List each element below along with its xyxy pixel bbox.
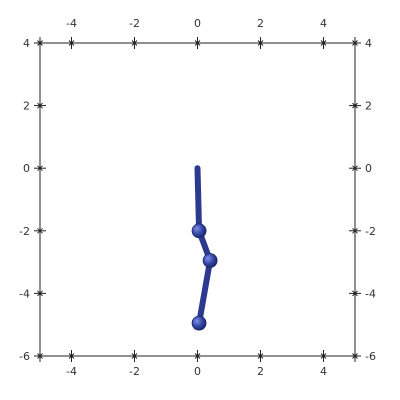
x-tick-top-d2 <box>320 40 327 46</box>
x-tick-bottom-d2 <box>257 353 264 359</box>
y-tick-left-d2 <box>37 290 43 297</box>
y-tick-left-d2 <box>37 227 43 234</box>
x-tick-bottom-d2 <box>194 353 201 359</box>
y-tick-label-left: -6 <box>19 350 30 363</box>
x-tick-label-bottom: 2 <box>257 365 264 378</box>
x-tick-top <box>317 37 330 49</box>
y-tick-right-d2 <box>352 165 358 172</box>
x-tick-label-top: 4 <box>320 17 327 30</box>
y-tick-right <box>349 99 361 112</box>
x-tick-top-d2 <box>68 40 75 46</box>
y-tick-label-left: -2 <box>19 225 30 238</box>
y-tick-label-left: 0 <box>23 162 30 175</box>
x-tick-bottom-d2 <box>68 353 75 359</box>
y-tick-label-left: 2 <box>23 100 30 113</box>
y-tick-right <box>349 162 361 175</box>
x-tick-top-d2 <box>194 40 201 46</box>
x-tick-label-top: -2 <box>129 17 140 30</box>
pendulum-rod <box>194 165 203 234</box>
chart-series <box>191 165 218 331</box>
y-tick-label-left: 4 <box>23 37 30 50</box>
y-tick-right-d2 <box>352 227 358 234</box>
x-tick-top <box>65 37 78 49</box>
pendulum-joint <box>191 223 207 239</box>
y-tick-right-d2 <box>352 102 358 109</box>
x-tick-label-top: -4 <box>66 17 77 30</box>
y-tick-label-right: 2 <box>365 100 372 113</box>
y-tick-right <box>349 287 361 300</box>
x-tick-label-bottom: 4 <box>320 365 327 378</box>
y-tick-right <box>349 350 361 362</box>
x-tick-bottom <box>191 350 204 362</box>
y-tick-left <box>34 162 46 175</box>
pendulum-joint <box>191 315 207 331</box>
x-tick-top-d2 <box>257 40 264 46</box>
y-tick-right <box>349 224 361 237</box>
x-tick-top <box>254 37 267 49</box>
axis-tick-labels: -4 -4 -2 -2 0 0 2 2 4 4 -6 -6 -4 -4 -2 -2 0 0 2 2 4 4 <box>19 17 376 378</box>
x-tick-label-top: 0 <box>194 17 201 30</box>
x-tick-bottom-d2 <box>320 353 327 359</box>
y-tick-left-d2 <box>37 40 43 46</box>
y-tick-label-right: -6 <box>365 350 376 363</box>
y-tick-label-right: -4 <box>365 287 376 300</box>
y-tick-left <box>34 287 46 300</box>
x-tick-bottom <box>317 350 330 362</box>
y-tick-label-left: -4 <box>19 287 30 300</box>
y-tick-right-d2 <box>352 290 358 297</box>
y-tick-label-right: 0 <box>365 162 372 175</box>
x-tick-top-d2 <box>131 40 138 46</box>
y-tick-right-d2 <box>352 40 358 46</box>
pendulum-joint <box>202 253 218 268</box>
x-tick-top <box>191 37 204 49</box>
x-tick-bottom <box>128 350 141 362</box>
axis-ticks <box>34 37 361 362</box>
y-tick-left <box>34 37 46 49</box>
x-tick-label-bottom: -2 <box>129 365 140 378</box>
x-tick-bottom <box>65 350 78 362</box>
y-tick-left <box>34 99 46 112</box>
x-tick-bottom-d2 <box>131 353 138 359</box>
y-tick-right-d2 <box>352 353 358 359</box>
x-tick-top <box>128 37 141 49</box>
y-tick-left <box>34 224 46 237</box>
y-tick-label-right: -2 <box>365 225 376 238</box>
pendulum-rod <box>196 257 214 327</box>
y-tick-left <box>34 350 46 362</box>
y-tick-left-d2 <box>37 353 43 359</box>
y-tick-left-d2 <box>37 102 43 109</box>
x-tick-label-top: 2 <box>257 17 264 30</box>
y-tick-right <box>349 37 361 49</box>
y-tick-left-d2 <box>37 165 43 172</box>
x-tick-bottom <box>254 350 267 362</box>
x-tick-label-bottom: -4 <box>66 365 77 378</box>
y-tick-label-right: 4 <box>365 37 372 50</box>
x-tick-label-bottom: 0 <box>194 365 201 378</box>
